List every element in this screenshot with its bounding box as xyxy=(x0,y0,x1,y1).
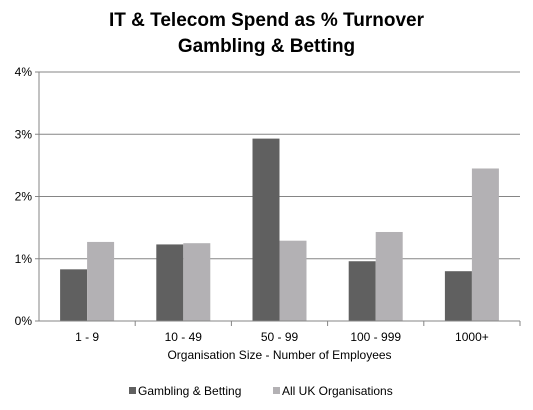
bar-gambling xyxy=(60,269,88,321)
bar-all-uk xyxy=(375,231,403,321)
y-axis-ticks: 0% 1% 2% 3% 4% xyxy=(15,65,39,328)
y-tick-label: 4% xyxy=(15,65,33,79)
x-axis-ticks: 1 - 9 10 - 49 50 - 99 100 - 999 1000+ xyxy=(75,321,521,344)
bar-all-uk xyxy=(471,168,499,321)
x-tick-label: 1000+ xyxy=(455,330,489,344)
legend-label: Gambling & Betting xyxy=(138,384,241,398)
y-tick-label: 1% xyxy=(15,252,33,266)
y-tick-label: 2% xyxy=(15,190,33,204)
axes xyxy=(38,72,520,322)
x-tick-label: 10 - 49 xyxy=(165,330,203,344)
bar-gambling xyxy=(444,271,472,321)
legend: Gambling & Betting All UK Organisations xyxy=(129,384,393,398)
bar-gambling xyxy=(252,138,280,321)
bar-gambling xyxy=(156,244,184,321)
bar-all-uk xyxy=(183,243,211,321)
bar-all-uk xyxy=(87,241,115,321)
y-tick-label: 3% xyxy=(15,127,33,141)
x-tick-label: 50 - 99 xyxy=(261,330,299,344)
x-tick-label: 1 - 9 xyxy=(75,330,99,344)
x-axis-label: Organisation Size - Number of Employees xyxy=(167,348,391,362)
bar-all-uk xyxy=(279,240,307,321)
legend-label: All UK Organisations xyxy=(282,384,393,398)
bar-gambling xyxy=(348,261,376,321)
y-tick-label: 0% xyxy=(15,314,33,328)
legend-swatch xyxy=(129,387,136,394)
x-tick-label: 100 - 999 xyxy=(350,330,401,344)
legend-swatch xyxy=(273,387,280,394)
bars xyxy=(60,138,499,321)
chart-subtitle: Gambling & Betting xyxy=(177,36,356,57)
chart-title: IT & Telecom Spend as % Turnover xyxy=(109,10,424,31)
